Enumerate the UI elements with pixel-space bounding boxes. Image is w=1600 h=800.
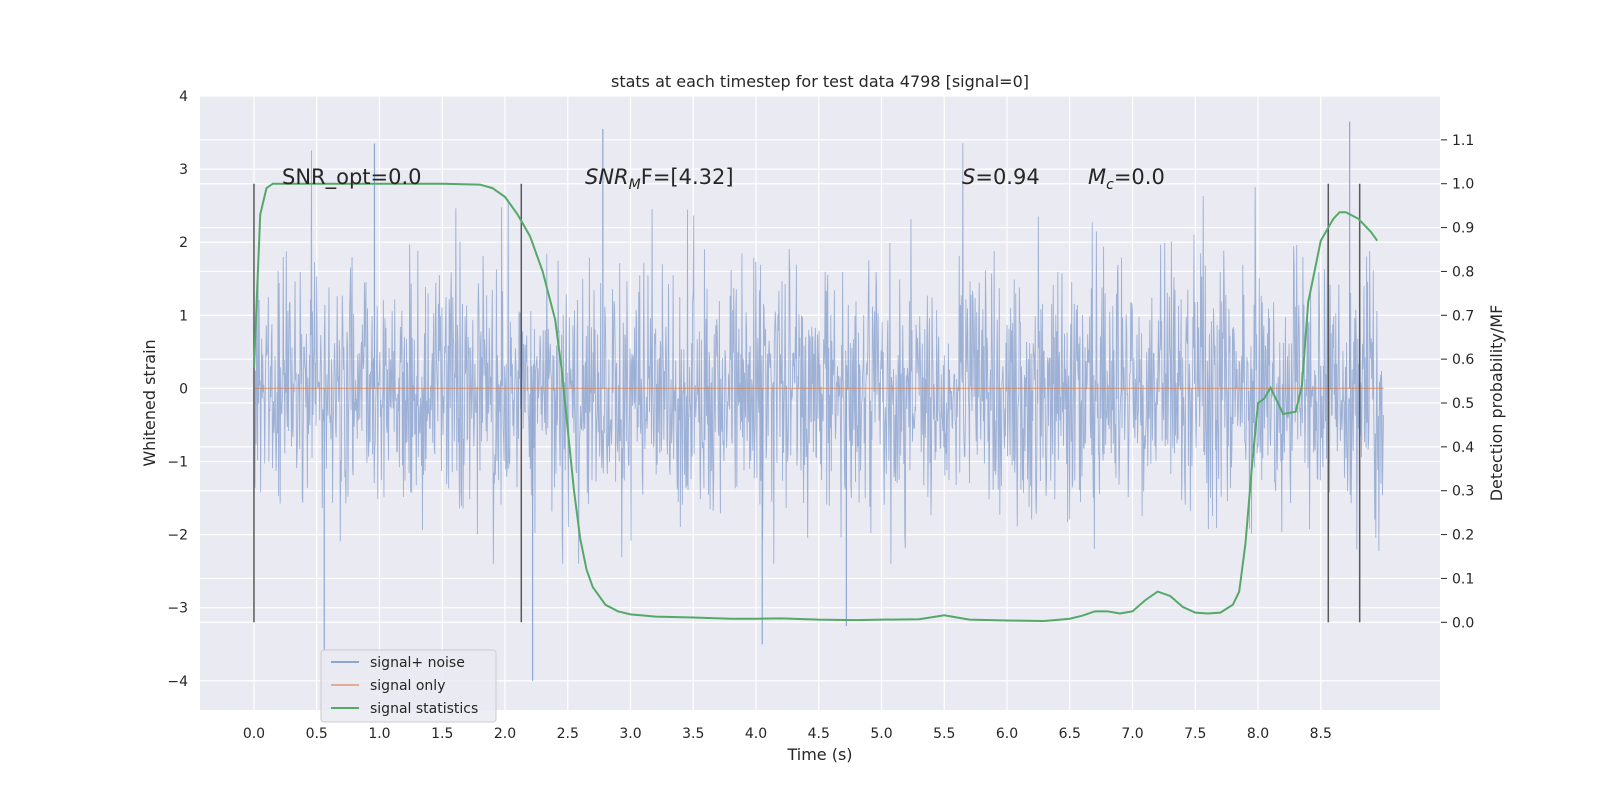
x-tick-label: 5.0 — [870, 726, 892, 742]
annotation-mc-sub: c — [1106, 177, 1114, 193]
x-axis-label: Time (s) — [786, 745, 852, 764]
grid-lines — [200, 95, 1440, 710]
annotation-snr-opt: SNR_opt=0.0 — [282, 165, 422, 190]
y-right-tick-label: 1.0 — [1452, 177, 1474, 193]
annotation-snr-mf-sub: M — [629, 177, 641, 193]
x-tick-label: 6.0 — [996, 726, 1018, 742]
y-tick-label: −2 — [167, 528, 188, 544]
x-tick-label: 1.5 — [431, 726, 453, 742]
legend-label-signal-statistics: signal statistics — [370, 701, 478, 717]
vertical-markers — [253, 183, 1361, 623]
annotation-s: S=0.94 — [962, 165, 1040, 189]
x-tick-label: 3.0 — [619, 726, 641, 742]
x-tick-label: 5.5 — [933, 726, 955, 742]
x-tick-label: 1.0 — [368, 726, 390, 742]
annotation-mc: Mc=0.0 — [1088, 165, 1165, 193]
annotation-mc-symbol: M — [1088, 165, 1106, 189]
signal-statistics-line — [252, 182, 1379, 622]
x-tick-label: 8.5 — [1310, 726, 1332, 742]
signal-noise-line — [253, 143, 1384, 564]
x-tick-label: 4.0 — [745, 726, 767, 742]
x-tick-label: 7.0 — [1121, 726, 1143, 742]
x-tick-label: 0.0 — [243, 726, 265, 742]
y-right-tick-label: 0.0 — [1452, 615, 1474, 631]
y-right-tick-label: 1.1 — [1452, 133, 1474, 149]
legend-label-signal-only: signal only — [370, 678, 445, 694]
annotation-s-symbol: S — [962, 165, 975, 189]
y-tick-label: 0 — [179, 381, 188, 397]
y-tick-label: 3 — [179, 162, 188, 178]
series-signal-noise — [253, 121, 1384, 681]
y-right-axis-label: Detection probability/MF — [1487, 305, 1506, 502]
annotation-mc-value: =0.0 — [1114, 165, 1165, 189]
y-right-tick-label: 0.3 — [1452, 484, 1474, 500]
legend-label-signal-noise: signal+ noise — [370, 655, 465, 671]
y-tick-label: −1 — [167, 454, 188, 470]
y-tick-label: 2 — [179, 235, 188, 251]
y-tick-label: 4 — [179, 89, 188, 105]
x-tick-label: 7.5 — [1184, 726, 1206, 742]
y-right-tick-label: 0.8 — [1452, 264, 1474, 280]
y-right-tick-label: 0.4 — [1452, 440, 1474, 456]
y-right-tick-label: 0.2 — [1452, 528, 1474, 544]
y-axis-label: Whitened strain — [140, 339, 159, 466]
legend-box — [320, 649, 497, 723]
y-tick-label: −3 — [167, 601, 188, 617]
chart-title: stats at each timestep for test data 479… — [611, 72, 1029, 91]
y-right-tick-label: 0.5 — [1452, 396, 1474, 412]
y-tick-label: −4 — [167, 674, 188, 690]
y-right-tick-label: 0.9 — [1452, 221, 1474, 237]
y-tick-label: 1 — [179, 308, 188, 324]
x-tick-label: 3.5 — [682, 726, 704, 742]
series-signal-statistics — [252, 182, 1379, 622]
x-tick-label: 2.5 — [557, 726, 579, 742]
annotation-snr-mf-tail: F=[4.32] — [641, 165, 734, 189]
annotation-snr-mf-main: SNR — [585, 165, 629, 189]
annotation-s-value: =0.94 — [975, 165, 1039, 189]
y-right-tick-label: 0.1 — [1452, 571, 1474, 587]
y-right-tick-label: 0.7 — [1452, 308, 1474, 324]
legend: signal+ noise signal only signal statist… — [320, 649, 497, 723]
annotation-snr-mf: SNRMF=[4.32] — [585, 165, 734, 193]
x-tick-label: 4.5 — [808, 726, 830, 742]
x-axis-ticks: 0.0 0.5 1.0 1.5 2.0 2.5 3.0 3.5 4.0 4.5 5.0 5.5 6.0 6… — [243, 726, 1332, 742]
x-tick-label: 0.5 — [306, 726, 328, 742]
y-right-tick-label: 0.6 — [1452, 352, 1474, 368]
x-tick-label: 8.0 — [1247, 726, 1269, 742]
x-tick-label: 6.5 — [1059, 726, 1081, 742]
x-tick-label: 2.0 — [494, 726, 516, 742]
y-right-axis-ticks: 1.1 1.0 0.9 0.8 0.7 0.6 0.5 0.4 0.3 0.2 0.1 0.0 — [1441, 133, 1474, 631]
y-axis-ticks: 4 3 2 1 0 −1 −2 −3 −4 — [167, 89, 188, 690]
